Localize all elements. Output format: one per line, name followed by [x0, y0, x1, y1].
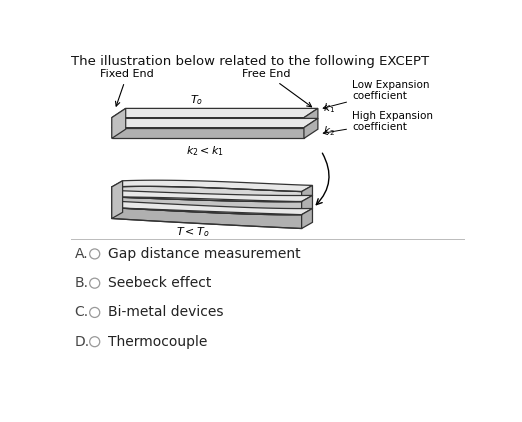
Polygon shape	[302, 185, 313, 202]
Polygon shape	[112, 197, 302, 215]
Polygon shape	[112, 108, 126, 138]
Text: $k_1$: $k_1$	[323, 101, 335, 115]
Text: $k_2$: $k_2$	[323, 124, 335, 138]
Text: D.: D.	[75, 335, 90, 349]
Text: $k_2 < k_1$: $k_2 < k_1$	[186, 145, 224, 158]
Text: C.: C.	[75, 306, 89, 319]
Text: Free End: Free End	[243, 69, 312, 107]
Text: The illustration below related to the following EXCEPT: The illustration below related to the fo…	[72, 55, 430, 68]
Text: Seebeck effect: Seebeck effect	[108, 276, 211, 290]
Text: Fixed End: Fixed End	[100, 69, 154, 106]
Text: Gap distance measurement: Gap distance measurement	[108, 247, 301, 261]
Polygon shape	[112, 119, 318, 127]
Polygon shape	[112, 127, 304, 138]
Text: High Expansion
coefficient: High Expansion coefficient	[323, 111, 433, 135]
Text: $T_o$: $T_o$	[191, 93, 204, 107]
Text: B.: B.	[75, 276, 89, 290]
Text: Thermocouple: Thermocouple	[108, 335, 207, 349]
Polygon shape	[302, 208, 313, 228]
Polygon shape	[112, 108, 318, 118]
Polygon shape	[112, 191, 313, 202]
Polygon shape	[112, 202, 313, 215]
Polygon shape	[304, 108, 318, 127]
Polygon shape	[112, 118, 304, 127]
Polygon shape	[112, 208, 302, 228]
Polygon shape	[304, 119, 318, 138]
Text: Bi-metal devices: Bi-metal devices	[108, 306, 223, 319]
Text: $T < T_o$: $T < T_o$	[176, 225, 210, 239]
Text: Low Expansion
coefficient: Low Expansion coefficient	[323, 80, 430, 109]
Polygon shape	[302, 195, 313, 215]
Polygon shape	[112, 180, 313, 192]
Polygon shape	[112, 187, 302, 202]
Polygon shape	[112, 181, 123, 219]
Text: A.: A.	[75, 247, 88, 261]
